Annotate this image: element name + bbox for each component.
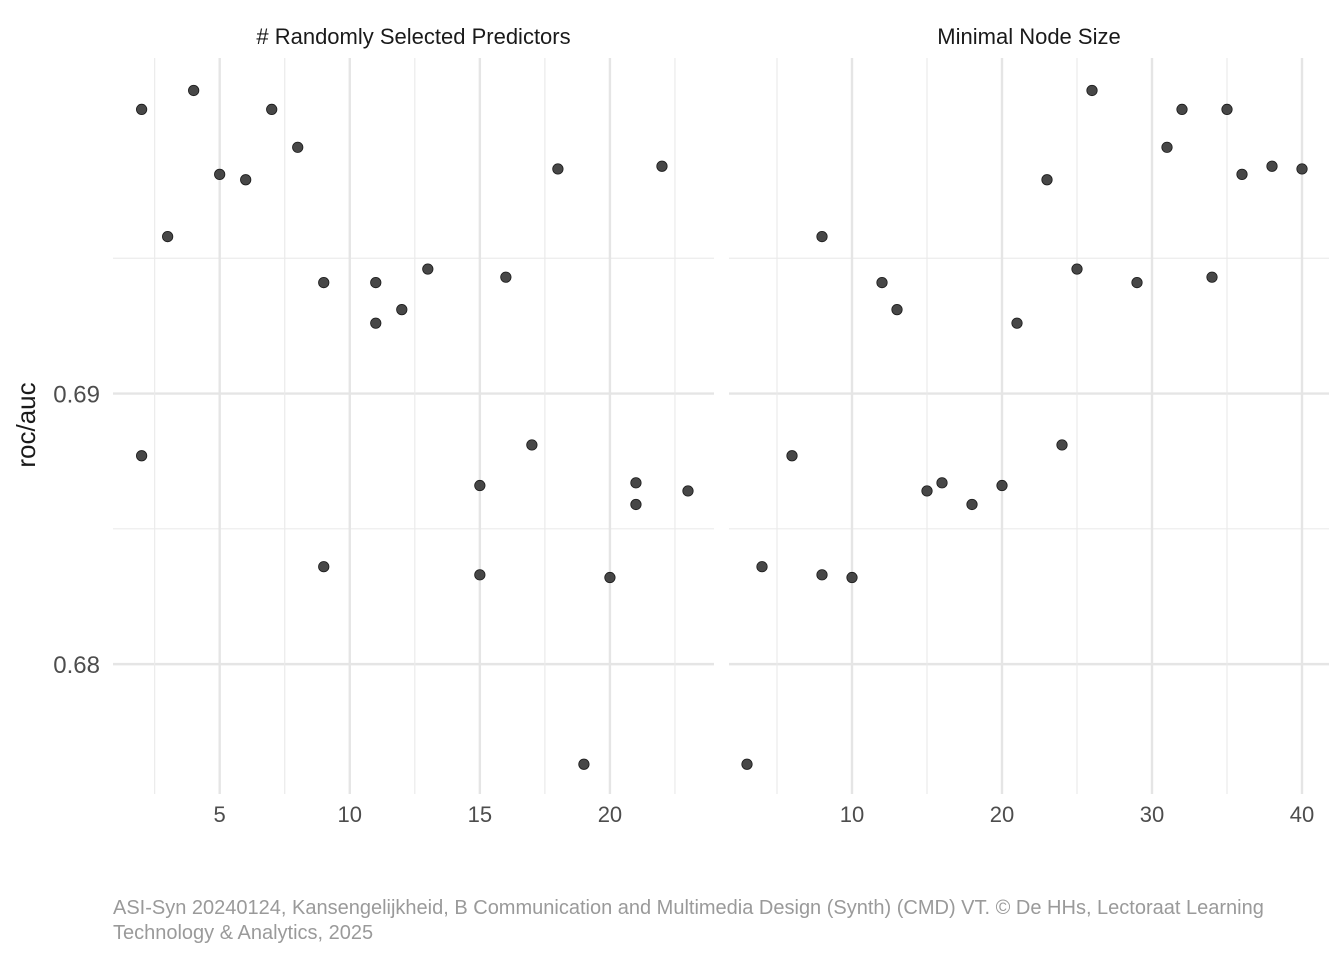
data-point — [1236, 168, 1248, 180]
facet-panel: Minimal Node Size 10 20 30 40 — [729, 24, 1329, 827]
data-point — [162, 230, 174, 243]
data-point — [816, 230, 828, 243]
data-point — [786, 450, 798, 462]
y-tick-label: 0.69 — [53, 382, 100, 409]
data-point — [396, 304, 408, 316]
data-point — [266, 103, 278, 116]
data-point — [656, 160, 668, 172]
panel-title: Minimal Node Size — [937, 24, 1120, 49]
data-point — [370, 276, 382, 289]
x-tick-label: 20 — [598, 802, 622, 827]
panel-title: # Randomly Selected Predictors — [256, 24, 570, 49]
x-tick-label: 5 — [214, 802, 226, 827]
data-point — [1161, 141, 1173, 153]
data-point — [846, 571, 858, 584]
data-point — [682, 485, 694, 497]
y-tick-label: 0.68 — [53, 652, 100, 679]
data-point — [1056, 439, 1068, 451]
data-point — [526, 439, 538, 451]
data-point — [1011, 317, 1023, 329]
data-point — [318, 561, 330, 573]
faceted-scatter-chart: 0.68 0.69 # Randomly Selected Predictors 5… — [11, 24, 1329, 827]
data-point — [936, 477, 948, 489]
y-axis-label: roc/auc — [11, 382, 41, 467]
data-point — [422, 263, 434, 275]
data-point — [1071, 263, 1083, 275]
data-point — [1086, 84, 1098, 97]
data-point — [136, 450, 148, 462]
data-point — [474, 479, 486, 492]
data-point — [552, 163, 564, 175]
x-tick-label: 20 — [990, 802, 1014, 827]
facet-panel: # Randomly Selected Predictors 5 10 15 20 — [113, 24, 714, 827]
data-point — [891, 304, 903, 316]
data-point — [578, 758, 590, 770]
data-point — [188, 84, 200, 97]
x-tick-label: 10 — [840, 802, 864, 827]
data-point — [318, 276, 330, 289]
data-point — [1041, 174, 1053, 186]
data-point — [996, 479, 1008, 492]
data-point — [604, 571, 616, 584]
data-point — [630, 498, 642, 511]
x-tick-label: 15 — [468, 802, 492, 827]
data-point — [966, 498, 978, 511]
data-point — [1206, 271, 1218, 283]
data-point — [876, 276, 888, 289]
data-point — [1176, 103, 1188, 116]
data-point — [474, 569, 486, 581]
data-point — [741, 758, 753, 770]
data-point — [214, 168, 226, 180]
data-point — [630, 477, 642, 489]
data-point — [500, 271, 512, 283]
data-point — [1131, 276, 1143, 289]
data-point — [240, 174, 252, 186]
data-point — [816, 569, 828, 581]
data-point — [921, 485, 933, 497]
y-axis-ticks: 0.68 0.69 — [53, 382, 100, 680]
data-point — [292, 141, 304, 153]
x-tick-label: 10 — [338, 802, 362, 827]
data-point — [136, 103, 148, 116]
x-tick-label: 30 — [1140, 802, 1164, 827]
data-point — [370, 317, 382, 329]
data-point — [756, 561, 768, 573]
data-point — [1221, 103, 1233, 116]
data-point — [1296, 163, 1308, 175]
source-caption: ASI-Syn 20240124, Kansengelijkheid, B Co… — [113, 897, 1264, 944]
x-tick-label: 40 — [1290, 802, 1314, 827]
data-point — [1266, 160, 1278, 172]
